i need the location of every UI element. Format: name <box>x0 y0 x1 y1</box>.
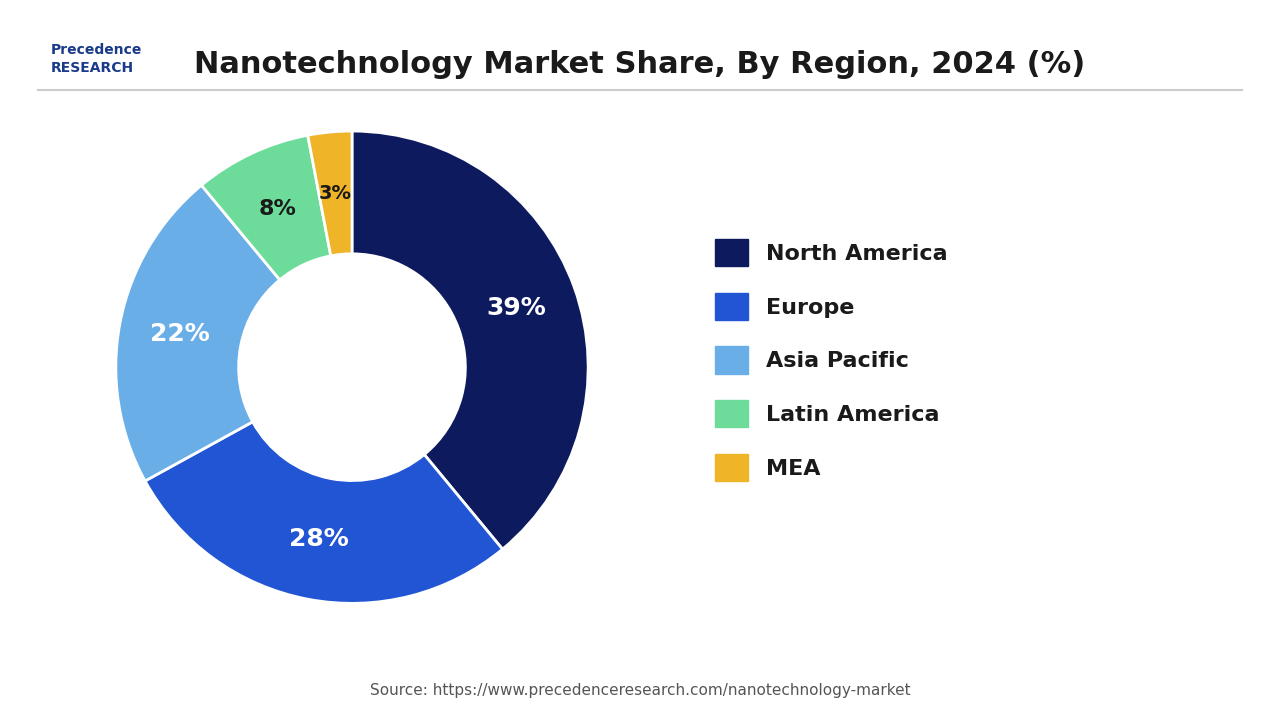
Wedge shape <box>307 131 352 256</box>
Wedge shape <box>116 185 280 481</box>
Text: 28%: 28% <box>289 527 349 551</box>
Text: Precedence
RESEARCH: Precedence RESEARCH <box>51 43 142 74</box>
Wedge shape <box>201 135 330 280</box>
Text: 39%: 39% <box>486 296 547 320</box>
Text: Source: https://www.precedenceresearch.com/nanotechnology-market: Source: https://www.precedenceresearch.c… <box>370 683 910 698</box>
Wedge shape <box>145 422 503 603</box>
Text: Nanotechnology Market Share, By Region, 2024 (%): Nanotechnology Market Share, By Region, … <box>195 50 1085 79</box>
Text: 22%: 22% <box>151 323 210 346</box>
Text: 3%: 3% <box>319 184 352 203</box>
Text: 8%: 8% <box>259 199 297 219</box>
Wedge shape <box>352 131 588 549</box>
Legend: North America, Europe, Asia Pacific, Latin America, MEA: North America, Europe, Asia Pacific, Lat… <box>716 239 948 481</box>
